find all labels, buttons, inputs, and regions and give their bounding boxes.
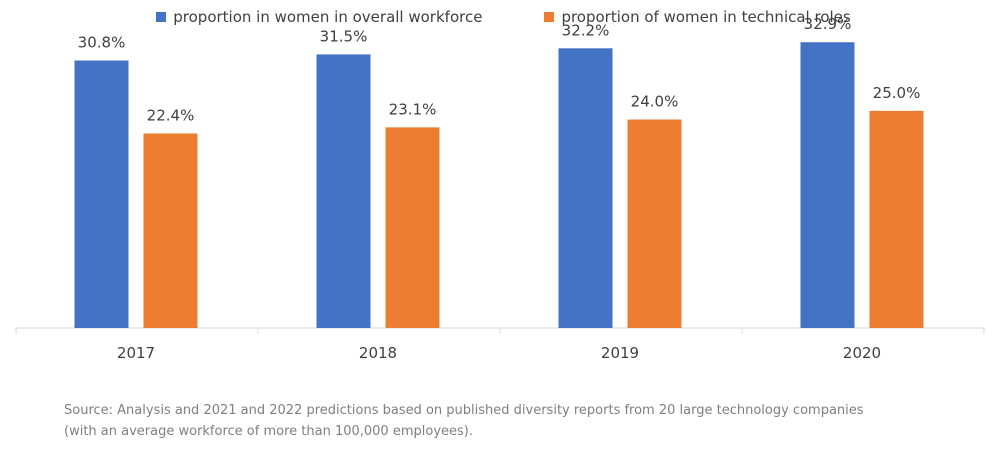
bar-technical-2018 (385, 127, 440, 328)
data-label-overall-2018: 31.5% (320, 27, 368, 45)
data-label-overall-2020: 32.9% (804, 15, 852, 33)
bar-technical-2019 (627, 119, 682, 329)
bar-overall-2020 (800, 42, 855, 329)
legend-label-overall: proportion in women in overall workforce (173, 8, 483, 26)
legend-swatch-technical (544, 12, 555, 22)
chart-legend: proportion in women in overall workforce… (0, 8, 1007, 26)
source-note-line-1: Source: Analysis and 2021 and 2022 predi… (64, 403, 864, 418)
data-label-overall-2019: 32.2% (562, 21, 610, 39)
data-label-technical-2020: 25.0% (873, 84, 921, 102)
data-label-technical-2017: 22.4% (147, 106, 195, 124)
data-label-overall-2017: 30.8% (78, 33, 126, 51)
legend-label-technical: proportion of women in technical roles (561, 8, 851, 26)
bar-overall-2018 (316, 54, 371, 329)
data-label-technical-2019: 24.0% (631, 93, 679, 111)
legend-item-technical: proportion of women in technical roles (544, 8, 851, 26)
x-tick-label-2018: 2018 (359, 344, 397, 362)
bar-technical-2020 (869, 110, 924, 328)
x-tick-label-2020: 2020 (843, 344, 881, 362)
data-label-technical-2018: 23.1% (389, 100, 437, 118)
bar-overall-2017 (74, 60, 129, 328)
bar-chart: 30.8% 22.4% 2017 31.5% 23.1% 2018 32.2% 24.0% 20… (15, 15, 985, 362)
legend-swatch-overall (156, 12, 167, 22)
source-note-line-2: (with an average workforce of more than … (64, 424, 473, 439)
legend-item-overall: proportion in women in overall workforce (156, 8, 482, 26)
x-tick-label-2017: 2017 (117, 344, 155, 362)
bar-overall-2019 (558, 48, 613, 328)
x-tick-label-2019: 2019 (601, 344, 639, 362)
source-note: Source: Analysis and 2021 and 2022 predi… (64, 400, 984, 442)
bar-technical-2017 (143, 133, 198, 328)
